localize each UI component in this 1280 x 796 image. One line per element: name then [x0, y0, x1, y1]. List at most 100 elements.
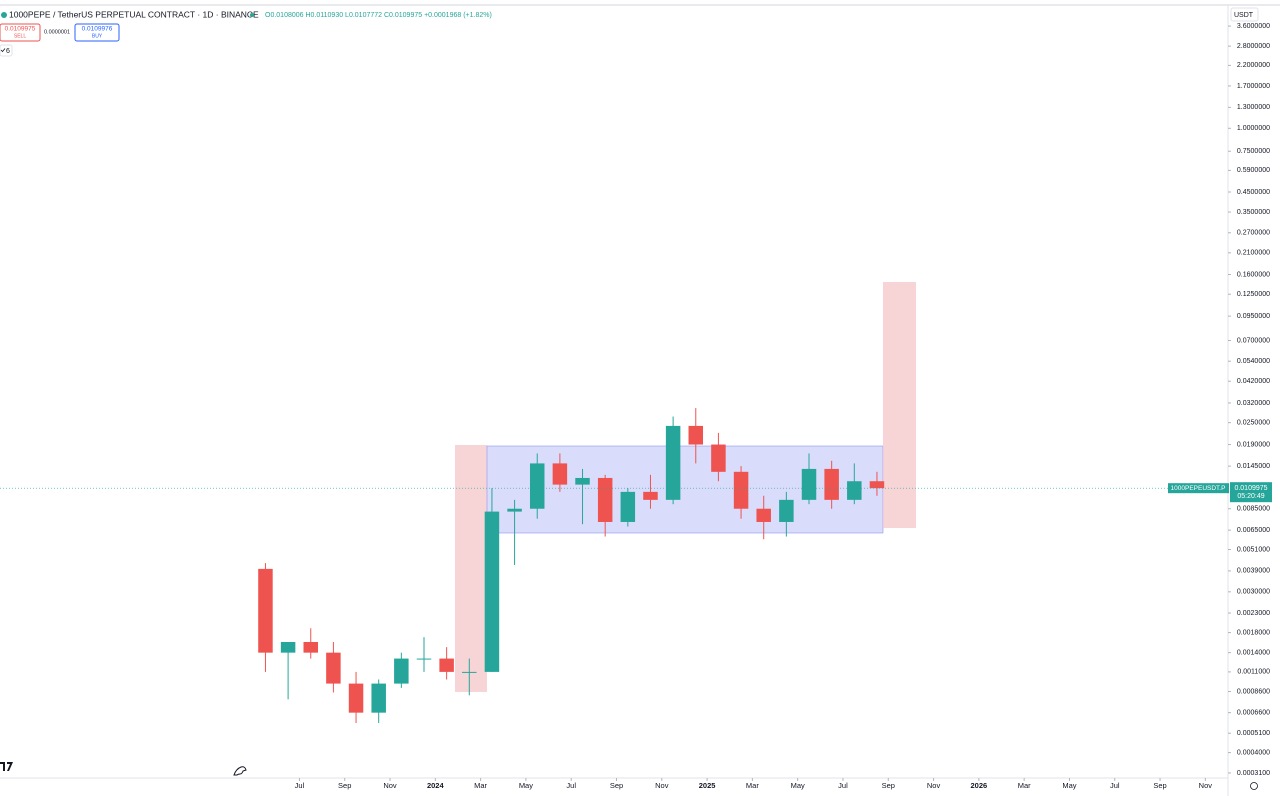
x-tick-label: Mar: [1018, 781, 1031, 790]
y-tick-label: 0.2100000: [1237, 250, 1270, 257]
candle-body: [484, 511, 500, 672]
candle-body: [620, 491, 636, 522]
candle-body: [597, 477, 613, 522]
symbol-title: 1000PEPE / TetherUS PERPETUAL CONTRACT ·…: [9, 9, 259, 19]
x-tick-label: Jul: [566, 781, 576, 790]
y-tick-label: 2.8000000: [1237, 43, 1270, 50]
target-zone: [883, 282, 916, 528]
price-label-box: [1230, 482, 1272, 503]
y-tick-label: 0.5900000: [1237, 167, 1270, 174]
y-tick-label: 1.7000000: [1237, 83, 1270, 90]
candle-body: [552, 463, 568, 485]
sell-price[interactable]: 0.0109975: [5, 26, 36, 33]
candle-body: [575, 477, 590, 485]
price-label: 0.0109975: [1234, 485, 1267, 492]
x-tick-label: Nov: [1199, 781, 1213, 790]
y-tick-label: 0.0018000: [1237, 629, 1270, 636]
candle-body: [348, 683, 364, 713]
candle-body: [416, 658, 432, 660]
y-tick-label: 0.0006600: [1237, 709, 1270, 716]
x-tick-label: May: [519, 781, 533, 790]
sell-button[interactable]: [0, 23, 41, 42]
y-tick-label: 0.0030000: [1237, 589, 1270, 596]
x-tick-label: 2024: [427, 781, 445, 790]
y-tick-label: 0.4500000: [1237, 189, 1270, 196]
candle-body: [529, 463, 545, 509]
symbol-icon: [1, 12, 7, 18]
y-tick-label: 0.0051000: [1237, 546, 1270, 553]
drawing-zone: [455, 445, 487, 692]
y-tick-label: 0.0004000: [1237, 749, 1270, 756]
candle-body: [779, 499, 794, 522]
x-tick-label: Jul: [1110, 781, 1120, 790]
candle-body: [711, 444, 726, 472]
y-tick-label: 0.2700000: [1237, 230, 1270, 237]
x-tick-label: Sep: [338, 781, 351, 790]
y-tick-label: 0.0540000: [1237, 358, 1270, 365]
candle-body: [258, 568, 273, 653]
indicators-count[interactable]: 6: [6, 48, 10, 55]
candle-body: [801, 468, 817, 500]
logo: [0, 762, 13, 771]
candle-body: [643, 491, 658, 500]
x-tick-label: Jul: [295, 781, 305, 790]
candle-body: [507, 508, 522, 512]
x-tick-label: Sep: [1153, 781, 1166, 790]
y-tick-label: 0.0014000: [1237, 649, 1270, 656]
y-tick-label: 2.2000000: [1237, 62, 1270, 69]
x-tick-label: Nov: [927, 781, 941, 790]
y-tick-label: 0.0950000: [1237, 313, 1270, 320]
y-tick-label: 0.0145000: [1237, 463, 1270, 470]
range-box: [486, 445, 884, 534]
y-tick-label: 0.1600000: [1237, 271, 1270, 278]
candle-body: [688, 425, 704, 445]
x-tick-label: Mar: [474, 781, 487, 790]
y-tick-label: 0.1250000: [1237, 291, 1270, 298]
indicators-toggle[interactable]: [0, 44, 13, 57]
y-tick-label: 1.0000000: [1237, 125, 1270, 132]
sell-label[interactable]: SELL: [14, 33, 26, 39]
currency-button[interactable]: [1230, 7, 1259, 22]
x-tick-label: Nov: [655, 781, 669, 790]
x-tick-label: Jul: [838, 781, 848, 790]
y-tick-label: 0.0065000: [1237, 527, 1270, 534]
candle-body: [665, 425, 681, 500]
candle-body: [326, 652, 341, 684]
candle-body: [439, 658, 454, 672]
currency-label[interactable]: USDT: [1234, 12, 1254, 19]
x-tick-label: Nov: [383, 781, 397, 790]
indicators-icon[interactable]: [0, 48, 6, 53]
x-tick-label: Sep: [882, 781, 895, 790]
y-tick-label: 0.0003100: [1237, 770, 1270, 777]
x-tick-label: 2025: [699, 781, 716, 790]
candle-body: [869, 481, 885, 489]
candle-body: [371, 683, 386, 713]
candle-body: [847, 481, 862, 500]
y-tick-label: 0.0023000: [1237, 610, 1270, 617]
x-tick-label: May: [1062, 781, 1076, 790]
candle-body: [824, 468, 839, 500]
y-tick-label: 0.0190000: [1237, 441, 1270, 448]
status-dot: [250, 13, 254, 17]
buy-label[interactable]: BUY: [92, 33, 103, 39]
y-tick-label: 0.0420000: [1237, 378, 1270, 385]
replay-icon[interactable]: [233, 766, 247, 776]
spread: 0.0000001: [44, 29, 70, 35]
x-tick-label: Mar: [746, 781, 759, 790]
y-tick-label: 0.0008600: [1237, 688, 1270, 695]
x-tick-label: Sep: [610, 781, 623, 790]
countdown: 05:20:49: [1237, 493, 1264, 500]
y-tick-label: 0.0085000: [1237, 506, 1270, 513]
candle-body: [303, 641, 318, 653]
settings-icon[interactable]: [1250, 782, 1258, 790]
buy-button[interactable]: [74, 23, 120, 42]
y-tick-label: 0.0700000: [1237, 337, 1270, 344]
y-tick-label: 3.6000000: [1237, 23, 1270, 30]
symbol-label: 1000PEPEUSDT.P: [1171, 485, 1226, 492]
candle-body: [462, 671, 477, 673]
symbol-label-box: [1168, 483, 1229, 494]
buy-price[interactable]: 0.0109976: [82, 26, 113, 33]
candle-body: [394, 658, 409, 684]
candle-body: [733, 471, 749, 509]
